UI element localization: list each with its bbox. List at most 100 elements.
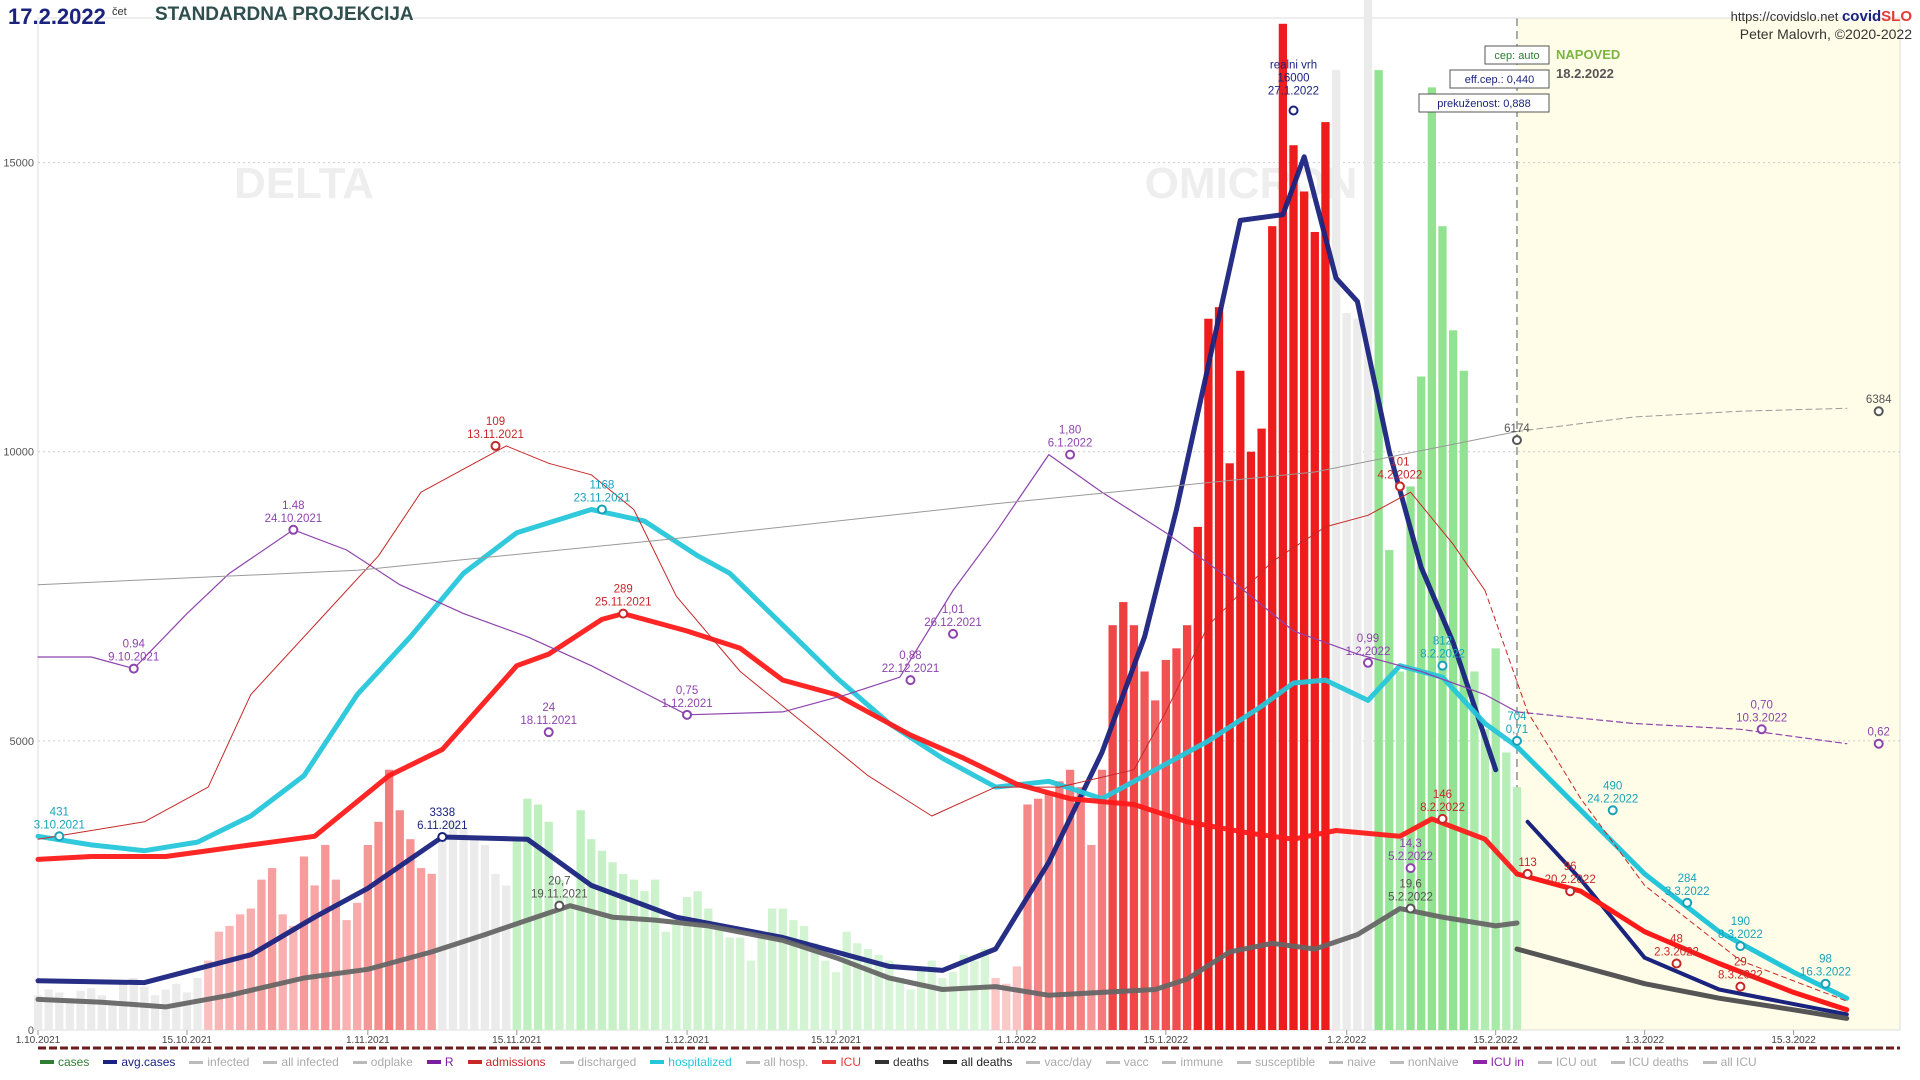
cases-bar [1044, 792, 1053, 1030]
legend-item[interactable]: discharged [559, 1055, 637, 1069]
cases-bar [353, 902, 362, 1030]
y-tick-label: 15000 [3, 158, 34, 170]
legend-item[interactable]: vacc [1105, 1055, 1148, 1069]
legend-label: R [444, 1055, 454, 1069]
site-url[interactable]: https://covidslo.net [1730, 9, 1839, 24]
current-date: 17.2.2022 [8, 4, 106, 29]
annotation-label: 20.2.2022 [1545, 874, 1596, 886]
legend-swatch [1472, 1060, 1487, 1064]
cases-bar [1406, 486, 1415, 1030]
legend-item[interactable]: ICU out [1537, 1055, 1597, 1069]
cases-bar [991, 977, 1000, 1030]
legend-item[interactable]: R [426, 1055, 454, 1069]
x-tick-label: 15.2.2022 [1473, 1035, 1518, 1046]
series-hospitalized-forecast [1514, 744, 1850, 1001]
cases-bar [1065, 769, 1075, 1030]
legend-item[interactable]: admissions [467, 1055, 546, 1069]
cases-bar [1055, 781, 1064, 1030]
cases-bar [374, 821, 383, 1030]
series-deaths [35, 903, 1520, 1010]
cases-bar [97, 995, 106, 1030]
forecast-region [1516, 18, 1900, 1030]
legend-item[interactable]: susceptible [1237, 1055, 1315, 1069]
legend-item[interactable]: ICU [822, 1055, 861, 1069]
legend-item[interactable]: cases [40, 1055, 89, 1069]
annotation-marker [543, 727, 554, 738]
annotation-marker [1065, 449, 1076, 460]
cases-bar [629, 879, 638, 1030]
legend-item[interactable]: all hosp. [745, 1055, 808, 1069]
annotation-label: 284 [1678, 873, 1698, 885]
cases-bar [182, 992, 192, 1030]
annotation-label: 9.10.2021 [108, 652, 159, 664]
legend-swatch [352, 1060, 367, 1064]
annotation-label: 25.11.2021 [595, 597, 652, 609]
peak-label: realni vrh [1270, 60, 1317, 72]
cases-bar [682, 896, 692, 1030]
annotation-label: 1.2.2022 [1346, 646, 1391, 658]
annotation-label: 812 [1433, 636, 1452, 648]
cases-bar [523, 798, 532, 1030]
annotation-marker [1394, 481, 1405, 492]
legend-swatch [1237, 1060, 1252, 1064]
x-tick-label: 1.2.2022 [1327, 1035, 1366, 1046]
cases-bar [257, 879, 266, 1030]
legend-item[interactable]: all ICU [1702, 1055, 1757, 1069]
annotation-marker [1511, 735, 1522, 746]
annotation-label: 5.2.2022 [1388, 851, 1433, 863]
legend-item[interactable]: all deaths [943, 1055, 1012, 1069]
cases-bar [310, 885, 319, 1030]
annotation-label: 96 [1564, 861, 1577, 873]
cases-bar [714, 925, 724, 1030]
cases-bar [204, 960, 213, 1030]
annotation-label: 289 [614, 584, 633, 596]
cases-bar [1385, 550, 1394, 1030]
annotation-marker [288, 524, 299, 535]
annotation-label: 6.1.2022 [1048, 438, 1093, 450]
legend-item[interactable]: naive [1329, 1055, 1376, 1069]
legend-label: discharged [577, 1055, 637, 1069]
cases-bar [853, 943, 862, 1030]
cases-bar [1076, 787, 1085, 1030]
annotation-label: 2.3.2022 [1654, 946, 1699, 958]
annotation-marker [1405, 863, 1416, 874]
cases-bar [1087, 844, 1096, 1030]
cases-bar [778, 908, 787, 1030]
annotation-marker [1682, 897, 1693, 908]
annotation-label: 24.2.2022 [1587, 793, 1638, 805]
legend-swatch [1162, 1060, 1177, 1064]
legend-label: all ICU [1720, 1055, 1757, 1069]
series-immune-forecast [1516, 407, 1848, 432]
annotation-label: 19,6 [1399, 879, 1421, 891]
weekday: čet [112, 6, 127, 18]
annotation-label: 26.12.2021 [924, 617, 982, 629]
cases-bar [1438, 226, 1447, 1030]
legend-item[interactable]: deaths [875, 1055, 929, 1069]
legend-item[interactable]: all infected [263, 1055, 339, 1069]
legend-item[interactable]: immune [1162, 1055, 1223, 1069]
cases-bar [927, 960, 936, 1030]
x-tick-label: 1.3.2022 [1625, 1035, 1664, 1046]
annotation-marker [1756, 724, 1767, 735]
legend-item[interactable]: infected [189, 1055, 249, 1069]
annotation-marker [554, 900, 565, 911]
annotation-marker [618, 608, 629, 619]
legend-item[interactable]: hospitalized [650, 1055, 732, 1069]
cases-bar [438, 833, 447, 1030]
legend-swatch [822, 1060, 837, 1064]
legend-item[interactable]: ICU deaths [1610, 1055, 1689, 1069]
legend-item[interactable]: vacc/day [1026, 1055, 1092, 1069]
legend-item[interactable]: ICU in [1472, 1055, 1524, 1069]
legend-swatch [943, 1060, 958, 1064]
cases-bar [938, 977, 947, 1030]
legend-item[interactable]: odplake [352, 1055, 413, 1069]
legend-item[interactable]: nonNaive [1389, 1055, 1459, 1069]
legend-item[interactable]: avg.cases [103, 1055, 175, 1069]
annotation-label: 6.11.2021 [417, 820, 467, 832]
legend-label: ICU [840, 1055, 862, 1069]
legend-swatch [263, 1060, 278, 1064]
cases-bar [1321, 122, 1330, 1030]
legend-swatch [1702, 1060, 1717, 1064]
cases-bar [1331, 70, 1341, 1030]
